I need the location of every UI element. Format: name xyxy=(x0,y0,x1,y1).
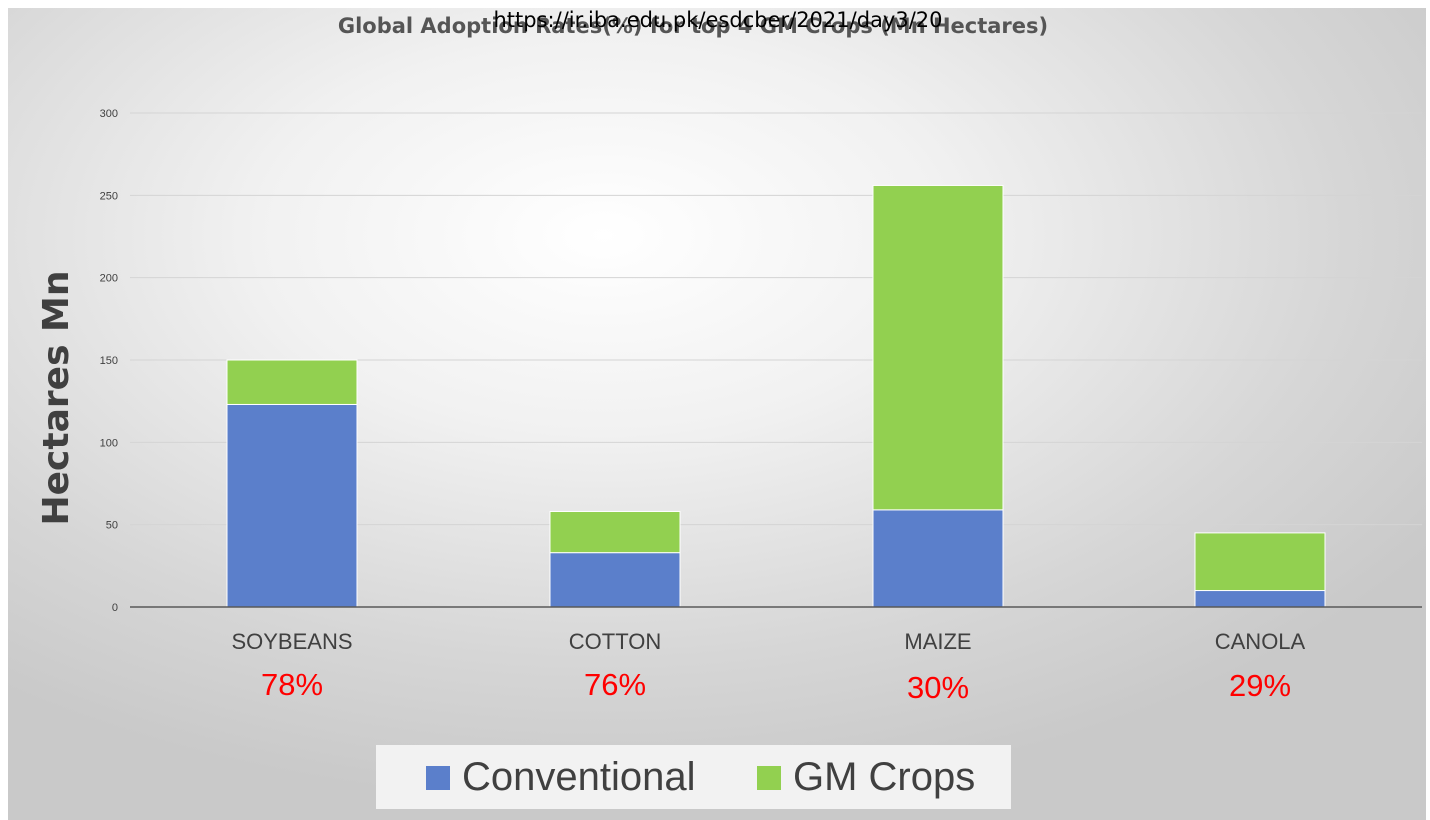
chart-title: Global Adoption Rates(%) for top 4 GM Cr… xyxy=(338,14,1048,38)
bar-maize-conventional xyxy=(872,509,1004,608)
bar-canola-conventional xyxy=(1194,590,1326,608)
legend: Conventional GM Crops xyxy=(376,745,1011,809)
percent-label: 30% xyxy=(907,670,969,705)
y-tick-label: 150 xyxy=(100,355,118,367)
legend-label-gm-crops: GM Crops xyxy=(793,755,975,799)
bar-soybeans-gm-crops xyxy=(226,359,358,405)
legend-background xyxy=(376,745,1011,809)
bar-cotton-conventional xyxy=(549,552,681,608)
x-axis-categories: SOYBEANS COTTON MAIZE CANOLA xyxy=(231,629,1305,654)
percent-label: 29% xyxy=(1229,668,1291,703)
percent-labels: 78% 76% 30% 29% xyxy=(261,667,1291,705)
stacked-bar-chart: 0 50 100 150 200 250 300 SOYBEANS COTTON MAIZE CA… xyxy=(36,8,1422,809)
bar-canola-gm-crops xyxy=(1194,532,1326,592)
y-tick-label: 200 xyxy=(100,273,118,285)
y-tick-label: 50 xyxy=(106,520,118,532)
bars xyxy=(226,184,1326,608)
bar-cotton-gm-crops xyxy=(549,510,681,554)
bar-maize-gm-crops xyxy=(872,184,1004,511)
legend-swatch-gm-crops xyxy=(757,766,781,790)
percent-label: 76% xyxy=(584,667,646,702)
y-tick-label: 0 xyxy=(112,602,118,614)
category-label: CANOLA xyxy=(1215,629,1306,654)
category-label: SOYBEANS xyxy=(231,629,352,654)
percent-label: 78% xyxy=(261,667,323,702)
y-axis-ticks: 0 50 100 150 200 250 300 xyxy=(100,108,118,614)
category-label: COTTON xyxy=(569,629,661,654)
y-axis-label: Hectares Mn xyxy=(36,271,77,526)
legend-swatch-conventional xyxy=(426,766,450,790)
url-overlay: https://ir.iba.edu.pk/esdcber/2021/day3/… xyxy=(494,8,943,32)
chart-panel: 0 50 100 150 200 250 300 SOYBEANS COTTON MAIZE CA… xyxy=(8,8,1426,820)
legend-label-conventional: Conventional xyxy=(462,755,696,799)
y-tick-label: 250 xyxy=(100,190,118,202)
y-tick-label: 300 xyxy=(100,108,118,120)
y-tick-label: 100 xyxy=(100,437,118,449)
category-label: MAIZE xyxy=(904,629,971,654)
bar-soybeans-conventional xyxy=(226,403,358,608)
